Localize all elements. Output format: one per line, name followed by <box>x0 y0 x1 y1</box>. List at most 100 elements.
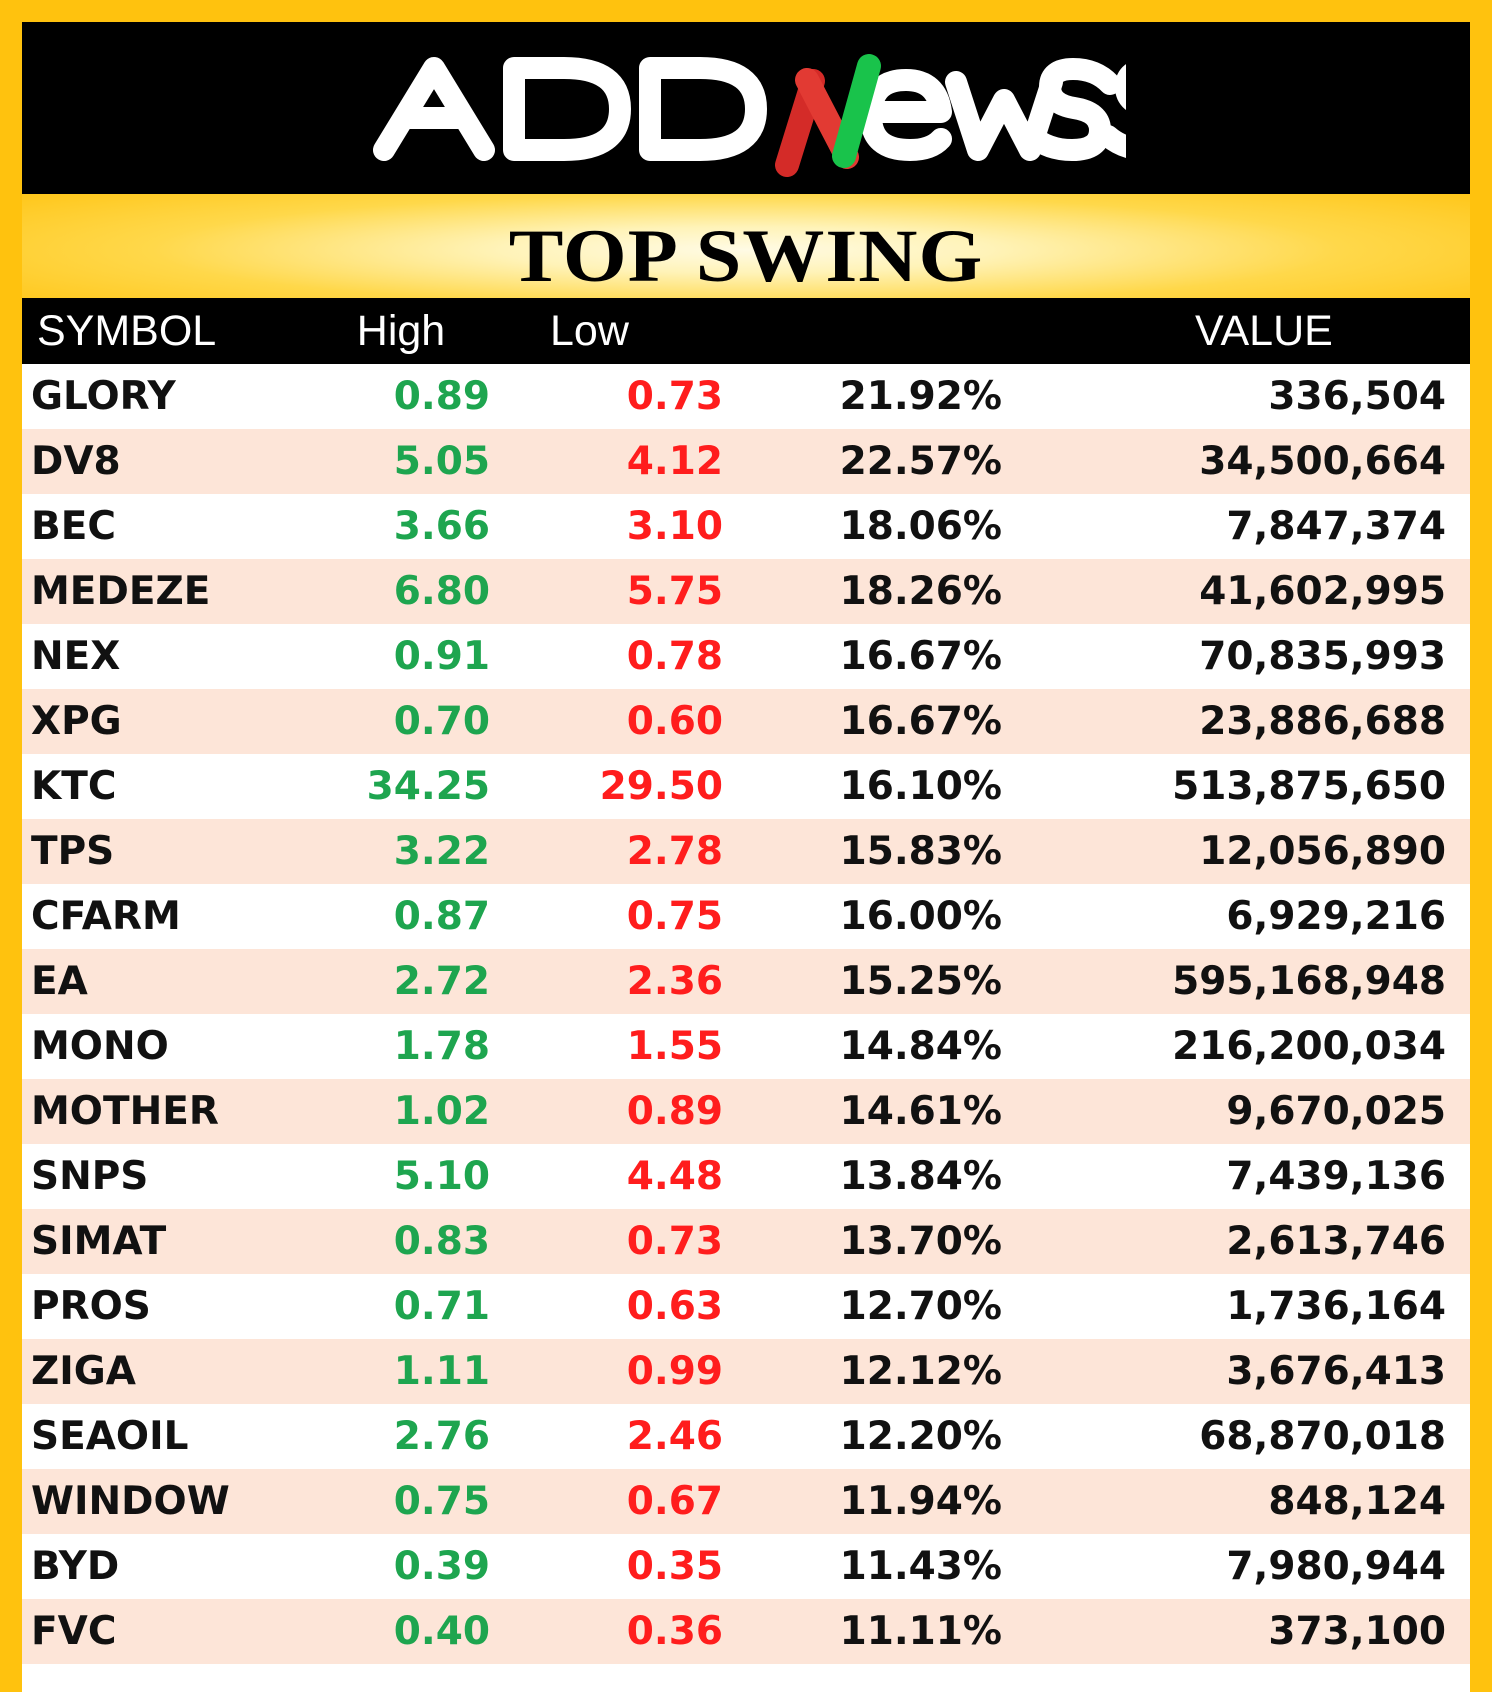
table-row: XPG 0.70 0.60 16.67% 23,886,688 <box>22 689 1470 754</box>
change-cell: 14.61% <box>839 1089 1002 1134</box>
symbol-cell: BYD <box>31 1544 120 1589</box>
change-cell: 11.94% <box>839 1479 1002 1524</box>
table-row: SNPS 5.10 4.48 13.84% 7,439,136 <box>22 1144 1470 1209</box>
high-cell: 3.66 <box>393 504 490 549</box>
page-title: TOP SWING <box>508 213 984 298</box>
low-cell: 2.46 <box>626 1414 723 1459</box>
change-cell: 12.70% <box>839 1284 1002 1329</box>
brand-bar <box>22 22 1470 194</box>
symbol-cell: DV8 <box>31 439 121 484</box>
symbol-cell: EA <box>31 959 88 1004</box>
table-row: GLORY 0.89 0.73 21.92% 336,504 <box>22 364 1470 429</box>
table-row: SEAOIL 2.76 2.46 12.20% 68,870,018 <box>22 1404 1470 1469</box>
table-row: FVC 0.40 0.36 11.11% 373,100 <box>22 1599 1470 1664</box>
symbol-cell: GLORY <box>31 374 176 419</box>
value-cell: 6,929,216 <box>1226 894 1446 939</box>
table-row: EA 2.72 2.36 15.25% 595,168,948 <box>22 949 1470 1014</box>
table-body: GLORY 0.89 0.73 21.92% 336,504 DV8 5.05 4.12 22… <box>22 364 1470 1664</box>
change-column-header <box>723 298 1002 364</box>
value-cell: 336,504 <box>1268 374 1446 419</box>
low-cell: 2.36 <box>626 959 723 1004</box>
change-cell: 13.70% <box>839 1219 1002 1264</box>
low-cell: 0.36 <box>626 1609 723 1654</box>
low-cell: 0.99 <box>626 1349 723 1394</box>
top-swing-table-container: SYMBOL High Low VALUE GLORY 0.89 0.73 21.92… <box>22 298 1470 1692</box>
value-cell: 12,056,890 <box>1199 829 1446 874</box>
table-row: BYD 0.39 0.35 11.43% 7,980,944 <box>22 1534 1470 1599</box>
high-cell: 1.11 <box>393 1349 490 1394</box>
high-cell: 0.71 <box>393 1284 490 1329</box>
change-cell: 14.84% <box>839 1024 1002 1069</box>
change-cell: 18.06% <box>839 504 1002 549</box>
table-header-row: SYMBOL High Low VALUE <box>22 298 1470 364</box>
high-cell: 5.05 <box>393 439 490 484</box>
high-cell: 5.10 <box>393 1154 490 1199</box>
value-cell: 70,835,993 <box>1199 634 1446 679</box>
change-cell: 16.67% <box>839 699 1002 744</box>
low-cell: 0.67 <box>626 1479 723 1524</box>
low-cell: 0.78 <box>626 634 723 679</box>
low-cell: 0.89 <box>626 1089 723 1134</box>
table-row: MONO 1.78 1.55 14.84% 216,200,034 <box>22 1014 1470 1079</box>
low-cell: 0.35 <box>626 1544 723 1589</box>
value-cell: 7,847,374 <box>1226 504 1446 549</box>
high-cell: 0.39 <box>393 1544 490 1589</box>
value-cell: 3,676,413 <box>1226 1349 1446 1394</box>
high-cell: 0.75 <box>393 1479 490 1524</box>
value-cell: 23,886,688 <box>1199 699 1446 744</box>
symbol-cell: MEDEZE <box>31 569 211 614</box>
symbol-cell: SEAOIL <box>31 1414 189 1459</box>
symbol-cell: CFARM <box>31 894 181 939</box>
table-row: CFARM 0.87 0.75 16.00% 6,929,216 <box>22 884 1470 949</box>
high-cell: 6.80 <box>393 569 490 614</box>
symbol-cell: MOTHER <box>31 1089 219 1134</box>
change-cell: 11.11% <box>839 1609 1002 1654</box>
value-cell: 373,100 <box>1268 1609 1446 1654</box>
value-cell: 1,736,164 <box>1226 1284 1446 1329</box>
change-cell: 13.84% <box>839 1154 1002 1199</box>
change-cell: 15.83% <box>839 829 1002 874</box>
symbol-cell: XPG <box>31 699 122 744</box>
high-cell: 0.70 <box>393 699 490 744</box>
low-cell: 3.10 <box>626 504 723 549</box>
low-cell: 0.75 <box>626 894 723 939</box>
value-cell: 34,500,664 <box>1199 439 1446 484</box>
symbol-cell: SNPS <box>31 1154 149 1199</box>
table-row: KTC 34.25 29.50 16.10% 513,875,650 <box>22 754 1470 819</box>
high-cell: 34.25 <box>366 764 490 809</box>
value-cell: 513,875,650 <box>1172 764 1446 809</box>
low-cell: 0.60 <box>626 699 723 744</box>
high-cell: 0.89 <box>393 374 490 419</box>
low-cell: 4.48 <box>626 1154 723 1199</box>
low-cell: 29.50 <box>599 764 723 809</box>
low-cell: 5.75 <box>626 569 723 614</box>
change-cell: 15.25% <box>839 959 1002 1004</box>
symbol-cell: TPS <box>31 829 115 874</box>
symbol-cell: FVC <box>31 1609 117 1654</box>
high-cell: 1.02 <box>393 1089 490 1134</box>
high-cell: 3.22 <box>393 829 490 874</box>
value-cell: 9,670,025 <box>1226 1089 1446 1134</box>
table-row: TPS 3.22 2.78 15.83% 12,056,890 <box>22 819 1470 884</box>
value-cell: 848,124 <box>1268 1479 1446 1524</box>
value-cell: 7,439,136 <box>1226 1154 1446 1199</box>
low-cell: 4.12 <box>626 439 723 484</box>
symbol-cell: MONO <box>31 1024 169 1069</box>
symbol-cell: SIMAT <box>31 1219 167 1264</box>
change-cell: 21.92% <box>839 374 1002 419</box>
table-row: MEDEZE 6.80 5.75 18.26% 41,602,995 <box>22 559 1470 624</box>
low-cell: 0.73 <box>626 374 723 419</box>
table-row: DV8 5.05 4.12 22.57% 34,500,664 <box>22 429 1470 494</box>
table-row: MOTHER 1.02 0.89 14.61% 9,670,025 <box>22 1079 1470 1144</box>
table-header: SYMBOL High Low VALUE <box>22 298 1470 364</box>
change-cell: 16.00% <box>839 894 1002 939</box>
low-cell: 0.73 <box>626 1219 723 1264</box>
symbol-cell: NEX <box>31 634 121 679</box>
low-column-header: Low <box>550 306 629 355</box>
change-cell: 12.20% <box>839 1414 1002 1459</box>
value-column-header: VALUE <box>1195 306 1333 355</box>
low-cell: 1.55 <box>626 1024 723 1069</box>
change-cell: 11.43% <box>839 1544 1002 1589</box>
table-row: PROS 0.71 0.63 12.70% 1,736,164 <box>22 1274 1470 1339</box>
